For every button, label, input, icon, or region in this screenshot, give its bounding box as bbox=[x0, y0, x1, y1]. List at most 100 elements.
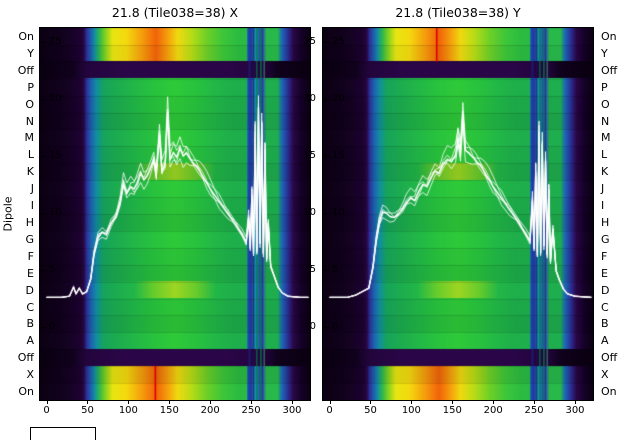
x-tick-mark-1-0 bbox=[329, 400, 331, 404]
row-label-left-a-18: A bbox=[26, 334, 34, 348]
inner-tick-mark-0-15 bbox=[41, 155, 46, 157]
inner-tick-label-right-0-10: 10 bbox=[303, 207, 316, 218]
x-tick-mark-1-50 bbox=[370, 400, 372, 404]
x-tick-label-0-250: 250 bbox=[241, 405, 261, 416]
inner-tick-label-0-10: 10 bbox=[49, 207, 62, 218]
row-label-right-b-17: B bbox=[601, 317, 609, 331]
x-tick-mark-0-200 bbox=[210, 400, 212, 404]
inner-tick-mark-1-10 bbox=[324, 212, 329, 214]
row-label-right-off-2: Off bbox=[601, 63, 618, 77]
row-label-left-p-3: P bbox=[27, 80, 34, 94]
inner-tick-mark-0-0 bbox=[41, 326, 46, 328]
row-label-right-d-15: D bbox=[601, 283, 610, 297]
row-label-right-f-13: F bbox=[601, 249, 608, 263]
row-label-left-o-4: O bbox=[25, 97, 34, 111]
x-tick-mark-1-250 bbox=[534, 400, 536, 404]
inner-tick-mark-1-0 bbox=[324, 326, 329, 328]
row-label-right-c-16: C bbox=[601, 300, 609, 314]
x-tick-mark-1-100 bbox=[411, 400, 413, 404]
row-label-left-l-7: L bbox=[27, 148, 34, 162]
x-tick-mark-0-100 bbox=[128, 400, 130, 404]
x-tick-label-1-100: 100 bbox=[401, 405, 421, 416]
inner-tick-mark-1-5 bbox=[324, 269, 329, 271]
row-label-right-e-14: E bbox=[601, 266, 608, 280]
row-label-left-k-8: K bbox=[26, 165, 34, 179]
x-tick-label-1-200: 200 bbox=[483, 405, 503, 416]
inner-tick-label-0-15: 15 bbox=[49, 150, 62, 161]
row-label-right-j-9: J bbox=[601, 182, 605, 196]
row-label-left-d-15: D bbox=[25, 283, 34, 297]
row-label-left-h-11: H bbox=[25, 215, 34, 229]
row-label-right-o-4: O bbox=[601, 97, 610, 111]
row-label-left-off-2: Off bbox=[17, 63, 34, 77]
row-label-left-on-0: On bbox=[18, 29, 34, 43]
x-tick-label-0-300: 300 bbox=[282, 405, 302, 416]
inner-tick-mark-1-15 bbox=[324, 155, 329, 157]
x-tick-mark-1-200 bbox=[493, 400, 495, 404]
x-tick-label-0-0: 0 bbox=[43, 405, 50, 416]
plot-title-x-pol: 21.8 (Tile038=38) X bbox=[111, 5, 239, 20]
inner-tick-mark-0-5 bbox=[41, 269, 46, 271]
row-label-right-on-0: On bbox=[601, 29, 617, 43]
x-tick-mark-0-300 bbox=[292, 400, 293, 404]
x-tick-label-1-300: 300 bbox=[565, 405, 585, 416]
inner-tick-label-0-0: 0 bbox=[49, 321, 56, 332]
row-label-left-f-13: F bbox=[27, 249, 34, 263]
inner-tick-label-1-0: 0 bbox=[332, 321, 339, 332]
inner-tick-label-right-0-5: 5 bbox=[309, 264, 316, 275]
row-label-right-m-6: M bbox=[601, 131, 611, 145]
x-tick-mark-1-150 bbox=[452, 400, 454, 404]
x-tick-mark-0-150 bbox=[169, 400, 171, 404]
x-tick-label-0-100: 100 bbox=[118, 405, 138, 416]
inner-tick-label-1-10: 10 bbox=[332, 207, 345, 218]
inner-tick-mark-1-25 bbox=[324, 41, 329, 43]
row-label-right-y-1: Y bbox=[601, 46, 608, 60]
heatmap-y-pol bbox=[322, 27, 594, 401]
row-label-left-on-21: On bbox=[18, 385, 34, 399]
x-tick-label-0-50: 50 bbox=[81, 405, 94, 416]
row-label-left-g-12: G bbox=[25, 232, 34, 246]
x-tick-mark-0-250 bbox=[251, 400, 253, 404]
inner-tick-label-right-0-20: 20 bbox=[303, 93, 316, 104]
x-tick-mark-0-0 bbox=[46, 400, 48, 404]
row-label-right-p-3: P bbox=[601, 80, 608, 94]
row-label-left-y-1: Y bbox=[27, 46, 34, 60]
row-label-right-on-21: On bbox=[601, 385, 617, 399]
row-label-right-off-19: Off bbox=[601, 351, 618, 365]
plot-title-y-pol: 21.8 (Tile038=38) Y bbox=[395, 5, 521, 20]
inner-tick-label-right-0-0: 0 bbox=[309, 321, 316, 332]
x-tick-label-0-200: 200 bbox=[200, 405, 220, 416]
inner-tick-label-1-15: 15 bbox=[332, 150, 345, 161]
row-label-left-i-10: I bbox=[30, 199, 34, 213]
row-label-right-x-20: X bbox=[601, 368, 609, 382]
inner-tick-mark-0-10 bbox=[41, 212, 46, 214]
x-tick-label-0-150: 150 bbox=[159, 405, 179, 416]
inner-tick-label-0-5: 5 bbox=[49, 264, 56, 275]
row-label-left-b-17: B bbox=[26, 317, 34, 331]
x-tick-mark-0-50 bbox=[87, 400, 89, 404]
inner-tick-label-right-0-15: 15 bbox=[303, 150, 316, 161]
inner-tick-mark-0-25 bbox=[41, 41, 46, 43]
heatmap-x-pol bbox=[39, 27, 311, 401]
inner-tick-label-0-25: 25 bbox=[49, 36, 62, 47]
row-label-left-m-6: M bbox=[24, 131, 35, 145]
row-label-right-h-11: H bbox=[601, 215, 610, 229]
inner-tick-mark-0-20 bbox=[41, 98, 46, 100]
x-tick-label-1-50: 50 bbox=[364, 405, 377, 416]
row-label-right-i-10: I bbox=[601, 199, 605, 213]
row-label-left-off-19: Off bbox=[17, 351, 34, 365]
partial-axes-box bbox=[30, 427, 96, 440]
row-label-right-k-8: K bbox=[601, 165, 609, 179]
row-label-right-l-7: L bbox=[601, 148, 608, 162]
row-label-right-a-18: A bbox=[601, 334, 609, 348]
row-label-left-x-20: X bbox=[26, 368, 34, 382]
inner-tick-label-1-25: 25 bbox=[332, 36, 345, 47]
inner-tick-label-1-5: 5 bbox=[332, 264, 339, 275]
row-label-left-j-9: J bbox=[30, 182, 34, 196]
inner-tick-mark-1-20 bbox=[324, 98, 329, 100]
row-label-right-n-5: N bbox=[601, 114, 610, 128]
row-label-right-g-12: G bbox=[601, 232, 610, 246]
inner-tick-label-1-20: 20 bbox=[332, 93, 345, 104]
row-label-left-n-5: N bbox=[25, 114, 34, 128]
